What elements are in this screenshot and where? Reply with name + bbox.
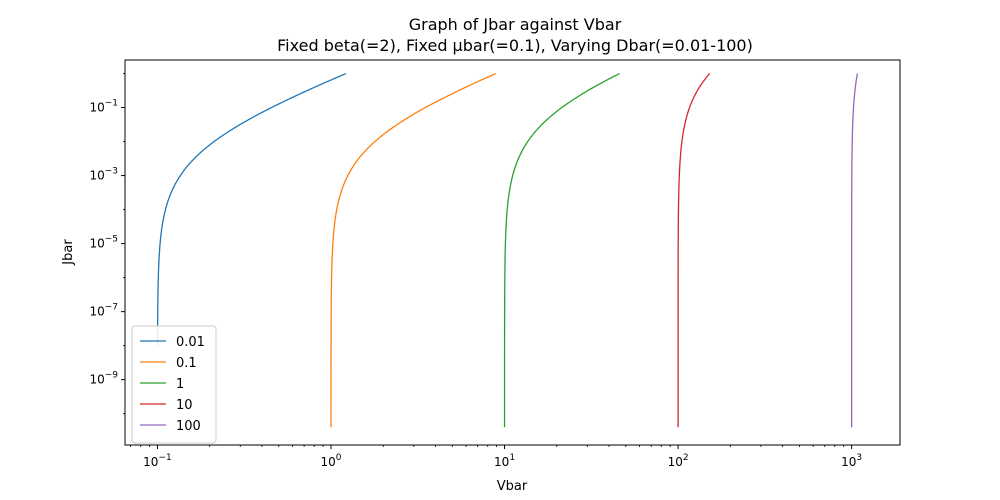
chart-title: Graph of Jbar against Vbar — [409, 15, 622, 34]
series-line-1 — [156, 72, 347, 346]
y-tick-label: 10−5 — [89, 235, 118, 251]
x-axis: 10−1 100 101 102 103 — [130, 445, 862, 469]
y-tick-label: 10−7 — [89, 303, 118, 319]
x-tick-label: 100 — [320, 453, 341, 469]
legend-label: 1 — [176, 377, 184, 392]
x-tick-label: 103 — [841, 453, 862, 469]
legend-box — [131, 325, 217, 444]
y-tick-label: 10−9 — [89, 371, 118, 387]
legend-label: 10 — [176, 398, 193, 413]
x-tick-label: 10−1 — [143, 453, 172, 469]
legend: 0.01 0.1 1 10 100 — [131, 325, 217, 444]
legend-label: 0.1 — [176, 356, 197, 371]
x-tick-label: 102 — [668, 453, 689, 469]
plot-frame — [124, 59, 901, 446]
y-tick-label: 10−3 — [89, 167, 118, 183]
x-axis-label: Vbar — [497, 479, 528, 494]
y-axis-label: Jbar — [61, 239, 76, 266]
y-tick-label: 10−1 — [89, 99, 118, 115]
series-line-2 — [330, 72, 497, 428]
chart-subtitle: Fixed beta(=2), Fixed μbar(=0.1), Varyin… — [277, 36, 753, 55]
legend-label: 0.01 — [176, 335, 205, 350]
y-axis: 10−9 10−7 10−5 10−3 10−1 — [89, 73, 125, 415]
x-tick-label: 101 — [494, 453, 515, 469]
series-line-5 — [850, 73, 859, 428]
series-line-3 — [503, 72, 620, 428]
series-layer — [156, 72, 859, 428]
series-line-4 — [677, 73, 711, 428]
legend-label: 100 — [176, 419, 201, 434]
